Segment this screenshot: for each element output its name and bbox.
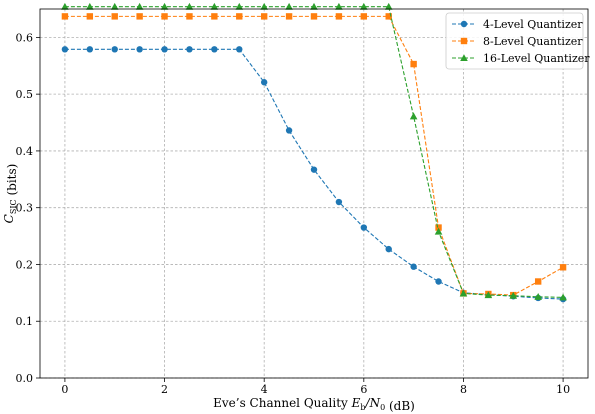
data-point — [384, 2, 393, 10]
data-point — [559, 264, 567, 271]
data-point — [260, 2, 268, 10]
data-point — [136, 46, 143, 53]
data-point — [509, 291, 518, 299]
data-point — [260, 13, 268, 20]
legend: 4-Level Quantizer 8-Level Quantizer 16-Lev… — [445, 12, 590, 70]
y-tick-label: 0.4 — [16, 145, 34, 158]
data-point — [310, 13, 318, 20]
data-point — [360, 2, 368, 10]
data-point — [534, 293, 542, 300]
x-axis-title: Eve’s Channel Quality Eb/N0 (dB) — [213, 396, 415, 413]
data-point — [185, 2, 194, 10]
data-point — [435, 278, 442, 285]
data-point — [236, 46, 243, 53]
legend-label: 8-Level Quantizer — [483, 35, 583, 48]
x-tick-label: 4 — [261, 383, 268, 396]
x-tick-label: 10 — [556, 383, 570, 396]
data-point — [385, 245, 392, 253]
data-point — [161, 46, 168, 53]
legend-entry: 4-Level Quantizer — [452, 18, 583, 31]
y-tick-label: 0.6 — [16, 31, 34, 44]
y-axis-title: CSIC (bits) — [2, 164, 19, 224]
data-point — [161, 13, 168, 20]
data-point — [434, 227, 443, 235]
x-tick-label: 8 — [460, 383, 467, 396]
data-point — [61, 46, 69, 53]
series-1 — [61, 46, 567, 303]
data-point — [410, 60, 417, 68]
data-point — [534, 278, 542, 285]
data-point — [335, 198, 343, 206]
data-point — [211, 13, 218, 20]
series-layer — [61, 2, 567, 303]
data-point — [410, 263, 417, 270]
data-point — [61, 2, 69, 10]
data-point — [110, 2, 119, 10]
legend-marker — [460, 37, 468, 45]
y-tick-label: 0.0 — [16, 372, 34, 385]
legend-label: 4-Level Quantizer — [483, 18, 583, 31]
data-point — [409, 112, 418, 120]
data-point — [160, 2, 169, 10]
data-point — [86, 13, 94, 20]
data-point — [360, 224, 368, 231]
data-point — [210, 2, 219, 10]
legend-marker — [460, 20, 468, 28]
x-tick-label: 0 — [61, 383, 68, 396]
data-point — [211, 46, 218, 53]
data-point — [385, 13, 392, 20]
data-point — [111, 46, 118, 53]
data-point — [136, 13, 143, 20]
data-point — [459, 289, 468, 297]
series-3 — [61, 2, 567, 301]
y-tick-label: 0.3 — [16, 202, 34, 215]
data-point — [360, 13, 368, 20]
data-point — [86, 46, 94, 53]
plot-frame — [39, 8, 589, 379]
data-point — [135, 2, 144, 10]
data-point — [86, 2, 94, 10]
legend-entry: 8-Level Quantizer — [452, 35, 583, 48]
data-point — [186, 13, 193, 20]
data-point — [111, 13, 118, 20]
data-point — [335, 2, 343, 10]
data-point — [285, 2, 293, 10]
data-point — [435, 224, 442, 231]
data-point — [285, 13, 293, 20]
series-line — [64, 48, 564, 300]
legend-marker — [460, 54, 468, 62]
data-point — [559, 293, 567, 301]
data-point — [186, 46, 193, 53]
y-tick-label: 0.1 — [16, 315, 34, 328]
data-point — [61, 13, 69, 20]
x-tick-label: 2 — [161, 383, 168, 396]
data-point — [310, 166, 318, 173]
y-tick-label: 0.5 — [16, 88, 34, 101]
y-tick-label: 0.2 — [16, 258, 34, 271]
data-point — [484, 291, 493, 299]
data-point — [335, 13, 343, 20]
data-point — [310, 2, 318, 10]
x-tick-label: 6 — [360, 383, 367, 396]
data-point — [236, 13, 243, 20]
legend-entry: 16-Level Quantizer — [452, 52, 590, 65]
data-point — [260, 79, 268, 86]
data-point — [285, 127, 293, 134]
ticks: 0 2 4 6 8 10 0.0 0.1 0.2 0.3 0.4 0.5 0.6 — [16, 31, 571, 396]
legend-label: 16-Level Quantizer — [483, 52, 590, 65]
data-point — [235, 2, 244, 10]
legend-box — [445, 12, 584, 70]
